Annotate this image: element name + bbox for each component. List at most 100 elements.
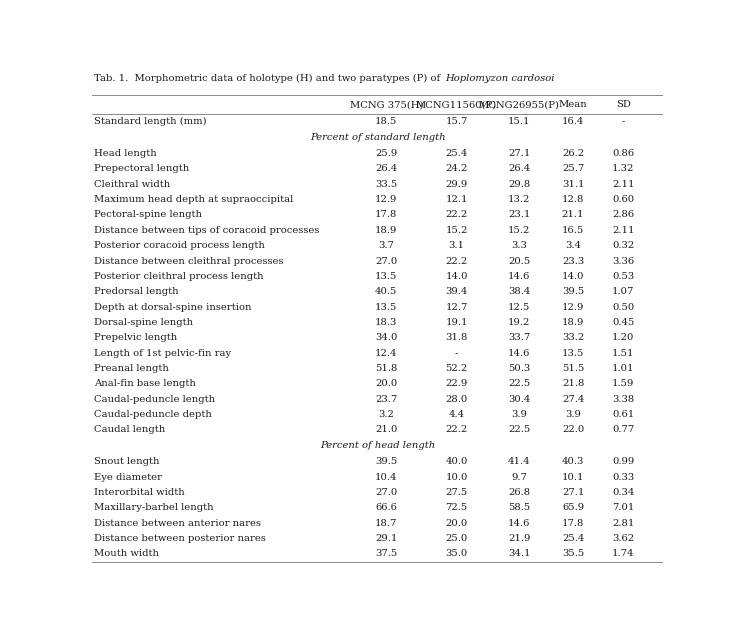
Text: 14.0: 14.0 [562,272,584,281]
Text: 18.5: 18.5 [375,117,397,126]
Text: MCNG 375(H): MCNG 375(H) [349,100,423,110]
Text: Maximum head depth at supraoccipital: Maximum head depth at supraoccipital [94,195,293,204]
Text: 22.0: 22.0 [562,425,584,434]
Text: Cleithral width: Cleithral width [94,180,171,189]
Text: 23.1: 23.1 [509,211,531,220]
Text: Maxillary-barbel length: Maxillary-barbel length [94,503,214,513]
Text: 31.1: 31.1 [562,180,584,189]
Text: 29.8: 29.8 [509,180,531,189]
Text: 16.5: 16.5 [562,226,584,235]
Text: Preanal length: Preanal length [94,364,170,373]
Text: 39.5: 39.5 [562,287,584,296]
Text: 3.36: 3.36 [612,256,635,266]
Text: 7.01: 7.01 [612,503,635,513]
Text: 65.9: 65.9 [562,503,584,513]
Text: 1.59: 1.59 [612,379,635,389]
Text: 15.2: 15.2 [509,226,531,235]
Text: 41.4: 41.4 [508,458,531,467]
Text: 26.4: 26.4 [509,165,531,173]
Text: 10.0: 10.0 [445,473,468,482]
Text: 27.0: 27.0 [375,256,397,266]
Text: 17.8: 17.8 [562,519,584,528]
Text: MCNG26955(P): MCNG26955(P) [479,100,560,110]
Text: 30.4: 30.4 [509,395,531,404]
Text: 0.86: 0.86 [612,149,635,158]
Text: 10.1: 10.1 [562,473,584,482]
Text: 2.11: 2.11 [612,180,635,189]
Text: 2.86: 2.86 [612,211,635,220]
Text: 0.77: 0.77 [612,425,635,434]
Text: 25.7: 25.7 [562,165,584,173]
Text: 35.0: 35.0 [445,549,468,558]
Text: 1.07: 1.07 [612,287,635,296]
Text: 29.1: 29.1 [375,534,397,543]
Text: 1.74: 1.74 [612,549,635,558]
Text: 25.0: 25.0 [445,534,468,543]
Text: Snout length: Snout length [94,458,160,467]
Text: 22.2: 22.2 [445,256,468,266]
Text: 0.60: 0.60 [612,195,635,204]
Text: 3.38: 3.38 [612,395,635,404]
Text: Eye diameter: Eye diameter [94,473,162,482]
Text: 18.9: 18.9 [562,318,584,327]
Text: 4.4: 4.4 [449,410,464,419]
Text: 31.8: 31.8 [445,334,468,342]
Text: 23.7: 23.7 [375,395,397,404]
Text: 0.61: 0.61 [612,410,635,419]
Text: Tab. 1.  Morphometric data of holotype (H) and two paratypes (P) of: Tab. 1. Morphometric data of holotype (H… [94,74,444,84]
Text: 15.7: 15.7 [445,117,468,126]
Text: 0.53: 0.53 [612,272,635,281]
Text: 26.8: 26.8 [509,488,531,497]
Text: 39.5: 39.5 [375,458,397,467]
Text: Percent of standard length: Percent of standard length [310,133,446,142]
Text: 13.2: 13.2 [509,195,531,204]
Text: 12.8: 12.8 [562,195,584,204]
Text: 0.99: 0.99 [612,458,635,467]
Text: 25.4: 25.4 [562,534,584,543]
Text: 13.5: 13.5 [375,272,397,281]
Text: 20.0: 20.0 [445,519,468,528]
Text: 23.3: 23.3 [562,256,584,266]
Text: 10.4: 10.4 [375,473,397,482]
Text: 21.8: 21.8 [562,379,584,389]
Text: 19.1: 19.1 [445,318,468,327]
Text: 9.7: 9.7 [511,473,527,482]
Text: 1.51: 1.51 [612,349,635,358]
Text: 12.1: 12.1 [445,195,468,204]
Text: 40.3: 40.3 [562,458,584,467]
Text: 33.7: 33.7 [509,334,531,342]
Text: 16.4: 16.4 [562,117,584,126]
Text: -: - [621,117,625,126]
Text: 21.0: 21.0 [375,425,397,434]
Text: 22.5: 22.5 [509,379,531,389]
Text: 22.2: 22.2 [445,211,468,220]
Text: 27.1: 27.1 [509,149,531,158]
Text: Mean: Mean [559,100,587,110]
Text: 66.6: 66.6 [375,503,397,513]
Text: 26.2: 26.2 [562,149,584,158]
Text: 2.11: 2.11 [612,226,635,235]
Text: 0.34: 0.34 [612,488,635,497]
Text: 21.9: 21.9 [509,534,531,543]
Text: 3.4: 3.4 [565,241,581,250]
Text: Posterior coracoid process length: Posterior coracoid process length [94,241,265,250]
Text: 24.2: 24.2 [445,165,468,173]
Text: 27.0: 27.0 [375,488,397,497]
Text: Interorbital width: Interorbital width [94,488,185,497]
Text: 40.0: 40.0 [445,458,468,467]
Text: 26.4: 26.4 [375,165,397,173]
Text: 18.3: 18.3 [375,318,397,327]
Text: Percent of head length: Percent of head length [320,441,436,451]
Text: 17.8: 17.8 [375,211,397,220]
Text: 38.4: 38.4 [509,287,531,296]
Text: 12.9: 12.9 [562,303,584,311]
Text: 0.45: 0.45 [612,318,635,327]
Text: 51.8: 51.8 [375,364,397,373]
Text: Hoplomyzon cardosoi: Hoplomyzon cardosoi [445,74,555,84]
Text: 27.5: 27.5 [445,488,468,497]
Text: -: - [455,349,458,358]
Text: Caudal length: Caudal length [94,425,166,434]
Text: Caudal-peduncle length: Caudal-peduncle length [94,395,215,404]
Text: 2.81: 2.81 [612,519,635,528]
Text: 34.0: 34.0 [375,334,397,342]
